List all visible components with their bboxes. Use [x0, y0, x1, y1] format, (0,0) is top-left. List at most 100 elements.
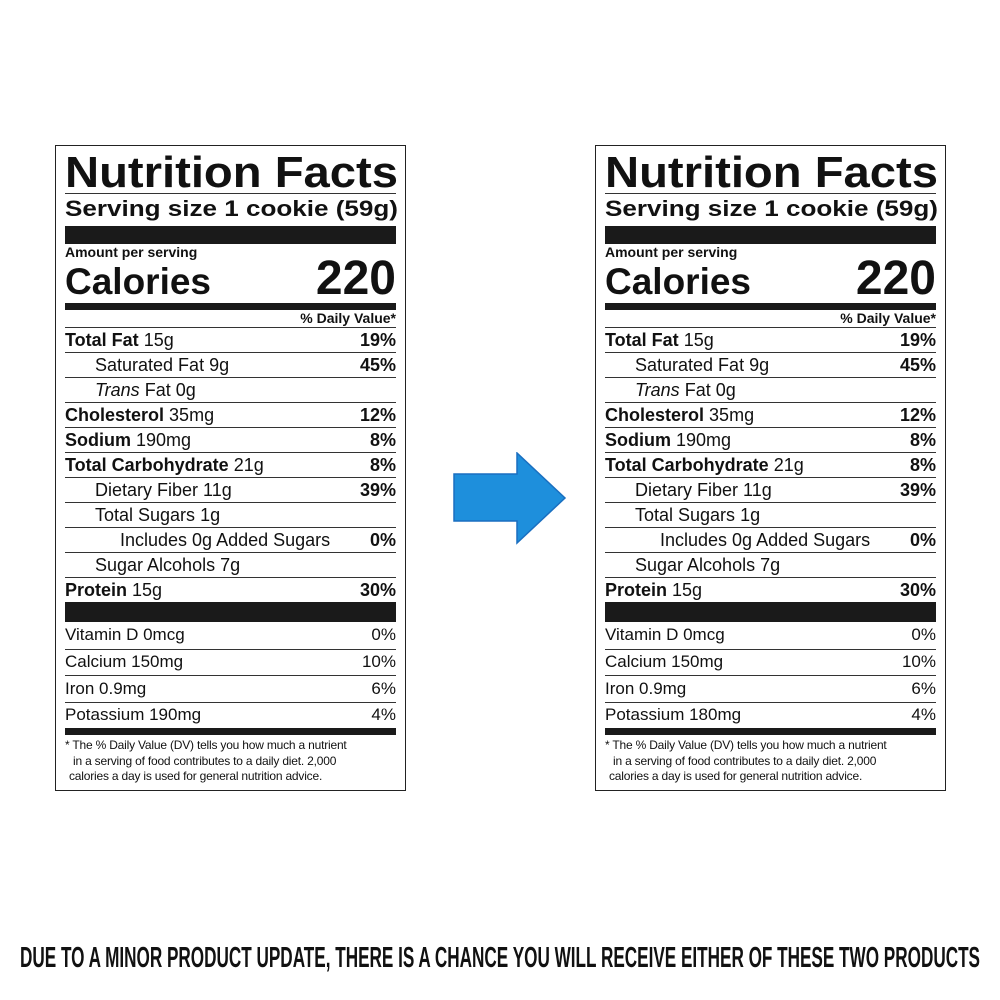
vitamin-name: Iron 0.9mg: [605, 678, 687, 698]
daily-value-header: % Daily Value*: [300, 310, 396, 326]
nutrient-name: Protein: [605, 579, 668, 600]
nutrient-amount: 9g: [209, 354, 230, 375]
footnote: * The % Daily Value (DV) tells you how m…: [65, 738, 396, 785]
nutrient-amount: 190mg: [136, 429, 192, 450]
nutrient-name: Total Sugars: [95, 504, 196, 525]
divider-thick: [605, 303, 936, 310]
nutrient-name: Cholesterol: [65, 404, 165, 425]
calories-label: Calories: [65, 261, 212, 302]
nutrition-facts-label: Nutrition Facts Serving size 1 cookie (5…: [595, 145, 946, 791]
footnote-line: in a serving of food contributes to a da…: [613, 753, 877, 768]
nutrient-row: Includes 0g Added Sugars 0%: [605, 527, 936, 552]
vitamin-dv: 0%: [371, 625, 396, 645]
nutrient-row: Sugar Alcohols 7g: [65, 552, 396, 577]
calories-value: 220: [315, 252, 396, 305]
nutrient-row: Sodium 190mg 8%: [605, 427, 936, 452]
arrow-right-icon: [453, 452, 567, 545]
nutrient-name: Cholesterol: [605, 404, 705, 425]
nutrient-name: Total Fat: [65, 329, 139, 350]
nutrient-row: Total Fat 15g 19%: [65, 327, 396, 352]
nutrient-amount: 0g: [175, 379, 196, 400]
serving-size-wrap: Serving size 1 cookie (59g): [65, 196, 398, 221]
nutrient-amount: 15g: [132, 579, 163, 600]
vitamin-dv: 10%: [361, 652, 396, 672]
nutrient-row: Includes 0g Added Sugars 0%: [65, 527, 396, 552]
footnote-line: * The % Daily Value (DV) tells you how m…: [605, 738, 887, 752]
nutrient-name: Includes 0g Added Sugars: [660, 529, 871, 550]
vitamin-row: Calcium 150mg 10%: [605, 648, 936, 676]
nutrient-amount: 35mg: [169, 404, 215, 425]
nutrient-dv: 12%: [899, 404, 936, 425]
nutrient-row: Sodium 190mg 8%: [65, 427, 396, 452]
footnote-line: calories a day is used for general nutri…: [69, 769, 323, 783]
calories-row: Calories 220: [65, 252, 396, 305]
nutrient-row: Total Carbohydrate 21g 8%: [605, 452, 936, 477]
nutrient-row: Total Carbohydrate 21g 8%: [65, 452, 396, 477]
vitamin-name: Potassium 190mg: [65, 705, 202, 725]
nutrient-name: Total Sugars: [635, 504, 736, 525]
vitamin-dv: 6%: [911, 678, 936, 698]
nutrient-name: Saturated Fat: [95, 354, 205, 375]
nutrient-name: Protein: [65, 579, 128, 600]
nutrient-amount: 7g: [220, 554, 241, 575]
nutrient-row: Cholesterol 35mg 12%: [605, 402, 936, 427]
nutrient-dv: 0%: [369, 529, 396, 550]
vitamin-row: Potassium 180mg 4%: [605, 701, 936, 729]
nutrient-row: Saturated Fat 9g 45%: [65, 352, 396, 377]
divider-thick: [605, 226, 936, 244]
nutrient-amount: 190mg: [676, 429, 732, 450]
calories-row: Calories 220: [605, 255, 936, 303]
vitamin-dv: 4%: [911, 705, 936, 725]
nutrient-row: Protein 15g 30%: [65, 577, 396, 602]
footnote-line: calories a day is used for general nutri…: [609, 769, 863, 783]
nutrient-amount: 21g: [773, 454, 804, 475]
nutrient-row: Trans Fat 0g: [65, 377, 396, 402]
divider: [65, 193, 396, 194]
nutrient-dv: 8%: [369, 454, 396, 475]
vitamin-name: Calcium 150mg: [65, 652, 184, 672]
nutrient-amount: 11g: [743, 479, 772, 500]
nutrient-amount: 15g: [143, 329, 174, 350]
nutrient-name: Fat: [144, 379, 171, 400]
nutrient-amount: 1g: [740, 504, 761, 525]
nutrient-row: Total Sugars 1g: [605, 502, 936, 527]
nutrient-name-italic: Trans: [95, 379, 140, 400]
label-title-wrap: Nutrition Facts: [605, 148, 938, 193]
nutrient-name: Sugar Alcohols: [95, 554, 216, 575]
divider-thick: [605, 602, 936, 622]
nutrient-name: Total Fat: [605, 329, 679, 350]
nutrient-amount: 0g: [715, 379, 736, 400]
notice-text: DUE TO A MINOR PRODUCT UPDATE, THERE IS …: [20, 942, 980, 974]
nutrient-amount: 9g: [749, 354, 770, 375]
vitamin-name: Potassium 180mg: [605, 705, 742, 725]
nutrient-dv: 8%: [909, 454, 936, 475]
vitamin-row: Calcium 150mg 10%: [65, 648, 396, 676]
nutrient-dv: 45%: [899, 354, 936, 375]
nutrient-row: Dietary Fiber 11g 39%: [65, 477, 396, 502]
nutrient-dv: 39%: [899, 479, 936, 500]
divider-thick: [65, 303, 396, 310]
vitamin-name: Vitamin D 0mcg: [65, 625, 185, 645]
footnote-line: * The % Daily Value (DV) tells you how m…: [65, 738, 347, 752]
vitamin-row: Vitamin D 0mcg 0%: [65, 622, 396, 649]
nutrient-row: Trans Fat 0g: [605, 377, 936, 402]
nutrient-name: Total Carbohydrate: [605, 454, 769, 475]
nutrient-name: Sugar Alcohols: [635, 554, 756, 575]
nutrient-name: Saturated Fat: [635, 354, 745, 375]
vitamin-row: Potassium 190mg 4%: [65, 701, 396, 729]
vitamin-dv: 4%: [371, 705, 396, 725]
label-title: Nutrition Facts: [65, 148, 398, 193]
nutrient-name-italic: Trans: [635, 379, 680, 400]
calories-label: Calories: [605, 261, 752, 302]
daily-value-header: % Daily Value*: [840, 310, 936, 326]
divider-thick: [605, 728, 936, 735]
nutrient-row: Protein 15g 30%: [605, 577, 936, 602]
nutrition-facts-label: Nutrition Facts Serving size 1 cookie (5…: [55, 145, 406, 791]
nutrient-dv: 0%: [909, 529, 936, 550]
divider: [605, 193, 936, 194]
nutrient-row: Saturated Fat 9g 45%: [605, 352, 936, 377]
amount-per-serving: Amount per serving: [65, 244, 198, 260]
nutrient-row: Total Fat 15g 19%: [605, 327, 936, 352]
nutrient-amount: 11g: [203, 479, 232, 500]
vitamin-row: Vitamin D 0mcg 0%: [605, 622, 936, 649]
